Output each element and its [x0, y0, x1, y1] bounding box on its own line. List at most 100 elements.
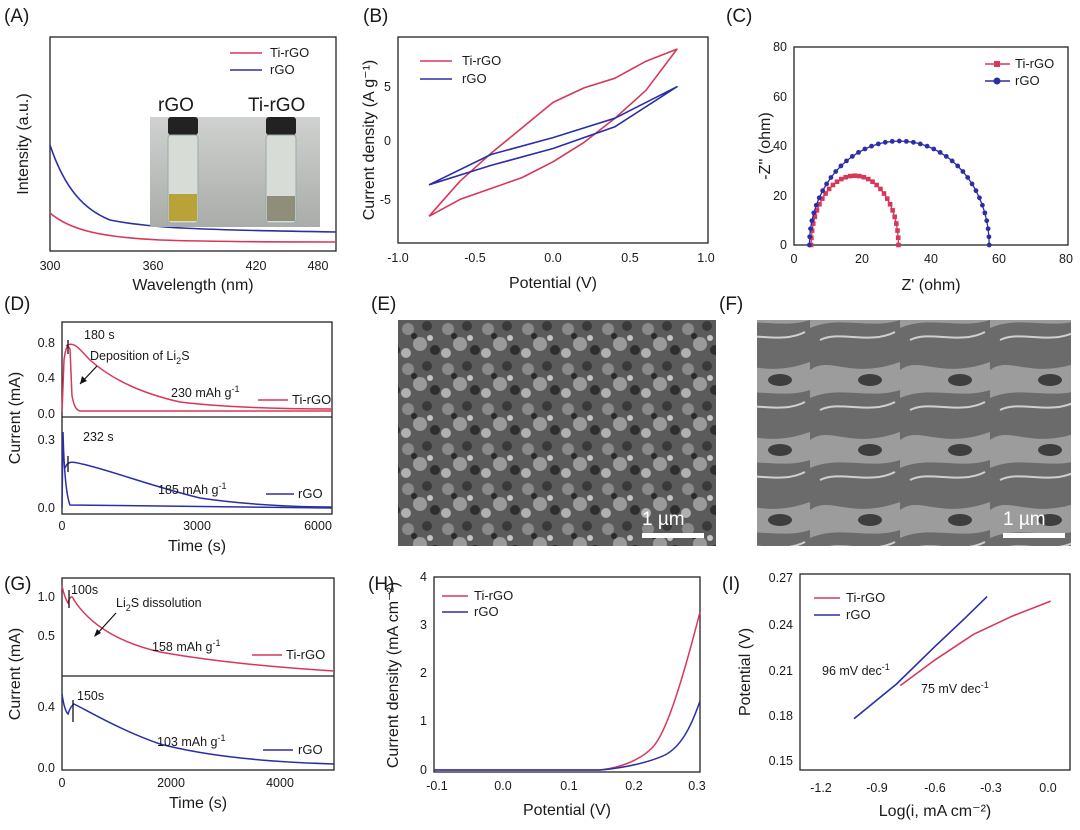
panel-c-curves	[807, 138, 992, 248]
panel-g-xlabel: Time (s)	[169, 795, 227, 812]
panel-g-dissolution-sub: 2	[126, 603, 131, 613]
eis-point-ti-rgo	[865, 176, 871, 182]
panel-d-ytick: 0.4	[38, 371, 55, 385]
panel-g-dissolution: Li2S dissolution	[116, 596, 202, 613]
eis-point-ti-rgo	[823, 191, 828, 196]
panel-c-xtick: 40	[924, 252, 938, 266]
panel-b-ytick: 0	[384, 134, 391, 148]
eis-point-rgo	[903, 138, 909, 144]
panel-c-yticks: 80 60 40 20 0	[773, 40, 787, 252]
eis-point-rgo	[849, 153, 855, 159]
panel-d-xtick: 0	[59, 519, 66, 533]
panel-h-ytick: 4	[420, 570, 427, 584]
eis-point-rgo	[896, 138, 902, 144]
eis-point-rgo	[813, 202, 819, 208]
panel-h-yticks: 4 3 2 1 0	[420, 570, 427, 777]
panel-b-legend-ti: Ti-rGO	[462, 53, 501, 68]
panel-g-label: (G)	[4, 574, 31, 595]
panel-d-yticks: 0.8 0.4 0.0 0.3 0.0	[38, 336, 55, 515]
eis-point-ti-rgo	[843, 174, 849, 180]
eis-point-rgo	[965, 175, 971, 180]
panel-a-xtick: 420	[246, 259, 267, 273]
panel-g-cap-bot-exp: -1	[217, 733, 225, 743]
panel-d: (D) 180 s Deposition of Li2S 230 mAh g-1…	[4, 294, 333, 555]
panel-e: (E) 1 µm	[371, 294, 716, 546]
panel-c-xtick: 80	[1059, 252, 1073, 266]
eis-point-rgo	[960, 169, 966, 174]
panel-d-ti-discharge	[61, 346, 332, 413]
panel-c-legend-ti: Ti-rGO	[1015, 56, 1054, 71]
eis-point-ti-rgo	[830, 182, 836, 188]
panel-h-ylabel: Current density (mA cm⁻²)	[385, 582, 402, 768]
panel-f-label: (F)	[719, 294, 743, 315]
panel-g-arrow-head	[94, 629, 101, 637]
panel-g-xticks: 0 2000 4000	[59, 776, 294, 790]
panel-b-xlabel: Potential (V)	[509, 275, 597, 292]
panel-d-rgo-discharge	[61, 431, 333, 509]
panel-d-frame	[61, 321, 333, 515]
panel-a-frame	[49, 36, 337, 252]
panel-i-ytick: 0.24	[769, 618, 793, 632]
panel-g-cap-top-text: 158 mAh g	[152, 640, 213, 654]
panel-d-ti-deposition	[65, 343, 333, 410]
panel-g-cap-top: 158 mAh g-1	[152, 638, 220, 654]
eis-point-rgo	[986, 234, 992, 240]
panel-c-ytick: 0	[780, 238, 787, 252]
panel-h-ytick: 0	[420, 763, 427, 777]
panel-b-frame	[397, 36, 709, 244]
panel-d-deposition: Deposition of Li2S	[90, 349, 190, 366]
panel-g-ti-curve	[61, 585, 335, 672]
eis-point-ti-rgo	[878, 186, 883, 192]
eis-point-rgo	[816, 195, 822, 201]
eis-point-ti-rgo	[817, 201, 822, 207]
eis-point-rgo	[910, 139, 916, 145]
vial-label-rgo: rGO	[158, 95, 194, 116]
panel-g: (G) 100s Li2S dissolution 158 mAh g-1 Ti…	[4, 574, 335, 812]
panel-g-ytick: 0.4	[38, 700, 55, 714]
panel-g-cap-top-exp: -1	[212, 638, 220, 648]
eis-curve-ti-rgo	[810, 175, 900, 246]
sem-image-e	[398, 320, 716, 546]
panel-d-rgo-deposition	[64, 461, 333, 508]
scale-bar-f	[1003, 533, 1065, 538]
panel-a-label: (A)	[4, 6, 29, 27]
panel-g-ytick: 1.0	[38, 590, 55, 604]
panel-a-xtick: 300	[40, 259, 61, 273]
eis-point-rgo	[969, 181, 975, 187]
panel-d-deposition-text: Deposition of Li	[90, 349, 176, 363]
panel-c-frame	[793, 46, 1069, 246]
panel-g-time-bot: 150s	[77, 689, 104, 703]
scale-bar-e	[642, 533, 704, 538]
panel-e-label: (E)	[371, 294, 396, 315]
panel-i-slope-rgo-exp: -1	[882, 662, 890, 672]
eis-point-rgo	[985, 226, 991, 232]
panel-g-cap-bot: 103 mAh g-1	[157, 733, 225, 749]
eis-point-rgo	[931, 146, 937, 152]
eis-point-ti-rgo	[892, 214, 897, 220]
panel-i-ylabel: Potential (V)	[737, 628, 754, 716]
panel-b: (B) Ti-rGO rGO 5 0 -5 -1.0 -0.5 0.0 0.5 …	[361, 6, 715, 292]
eis-point-rgo	[875, 141, 881, 147]
panel-c-label: (C)	[726, 6, 752, 27]
eis-point-rgo	[979, 202, 985, 208]
panel-d-cap-bot-exp: -1	[218, 481, 226, 491]
panel-h-frame	[433, 576, 701, 773]
eis-point-ti-rgo	[810, 221, 816, 226]
panel-d-arrow-head	[80, 376, 87, 384]
eis-point-rgo	[937, 149, 943, 155]
panel-a-xtick: 480	[308, 259, 329, 273]
panel-i-slope-ti-text: 75 mV dec	[921, 682, 981, 696]
panel-d-xlabel: Time (s)	[168, 538, 226, 555]
panel-b-ylabel: Current density (A g⁻¹)	[361, 60, 378, 221]
eis-point-ti-rgo	[896, 242, 901, 248]
panel-h-xtick: 0.2	[625, 779, 642, 793]
panel-g-dissolution-tail: S dissolution	[131, 596, 202, 610]
eis-point-ti-rgo	[894, 221, 899, 226]
eis-point-ti-rgo	[857, 173, 862, 179]
panel-i-xticks: -1.2 -0.9 -0.6 -0.3 0.0	[810, 781, 1057, 795]
eis-point-rgo	[924, 143, 930, 149]
panel-h-xtick: -0.1	[426, 779, 448, 793]
panel-h-xlabel: Potential (V)	[523, 802, 611, 819]
panel-g-time-top: 100s	[71, 583, 98, 597]
